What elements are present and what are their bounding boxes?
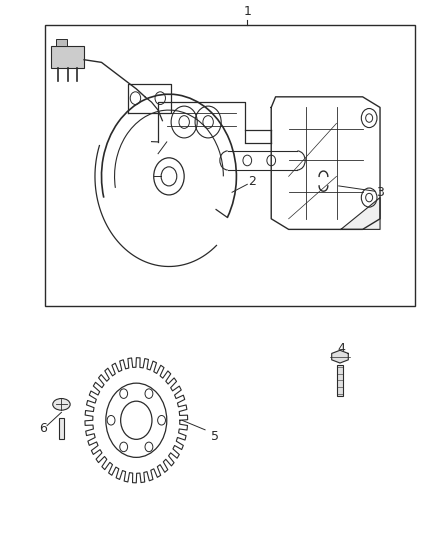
Text: 2: 2: [248, 175, 256, 188]
Bar: [337, 365, 343, 397]
Ellipse shape: [53, 399, 70, 410]
Polygon shape: [341, 198, 380, 229]
Text: 3: 3: [376, 186, 384, 199]
Bar: [59, 418, 64, 439]
Bar: [45, 25, 415, 306]
Text: 5: 5: [211, 430, 219, 443]
Text: 1: 1: [244, 5, 251, 19]
Text: 4: 4: [337, 342, 345, 355]
Bar: [51, 46, 84, 68]
Polygon shape: [332, 350, 348, 363]
Bar: [56, 38, 67, 46]
Text: 6: 6: [39, 422, 47, 435]
